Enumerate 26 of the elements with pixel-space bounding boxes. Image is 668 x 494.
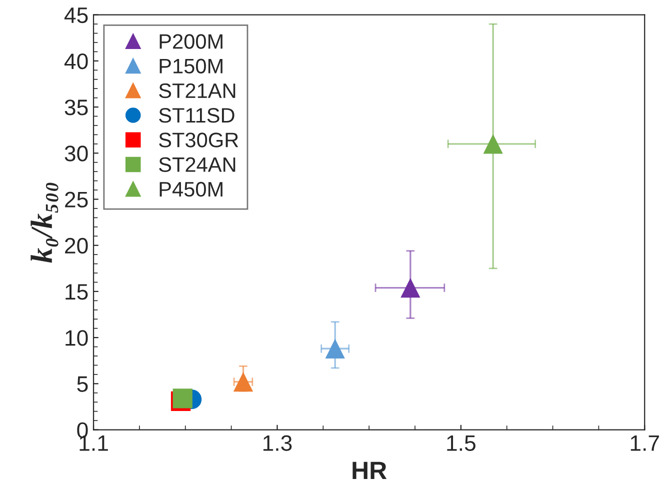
x-tick-label: 1.5 (447, 435, 476, 451)
x-axis-title: HR (352, 462, 387, 480)
legend-label: ST30GR (159, 132, 238, 148)
legend-label: P150M (160, 58, 222, 74)
y-tick-label: 5 (77, 376, 88, 392)
legend-label: P450M (160, 182, 222, 197)
y-tick-label: 10 (66, 330, 88, 346)
y-tick-label: 25 (65, 192, 88, 208)
point (483, 134, 503, 154)
y-tick-label: 40 (64, 53, 88, 70)
y-tick-label: 15 (66, 284, 88, 300)
x-tick-label: 1.1 (80, 435, 108, 451)
x-tick-label: 1.7 (630, 435, 659, 451)
y-tick-label: 20 (65, 238, 88, 254)
legend-label: ST11SD (159, 108, 234, 123)
x-tick-label: 1.3 (263, 435, 292, 451)
legend-label: ST21AN (159, 83, 236, 98)
legend-label: P200M (160, 34, 222, 49)
y-axis-title: k₀/k₅₀₀ (30, 182, 58, 263)
point (325, 338, 345, 358)
y-tick-label: 30 (64, 146, 88, 162)
point (233, 372, 254, 392)
y-tick-label: 35 (64, 100, 88, 116)
legend-label: ST24AN (159, 157, 236, 172)
y-tick-label: 45 (64, 8, 88, 24)
point (400, 278, 420, 298)
